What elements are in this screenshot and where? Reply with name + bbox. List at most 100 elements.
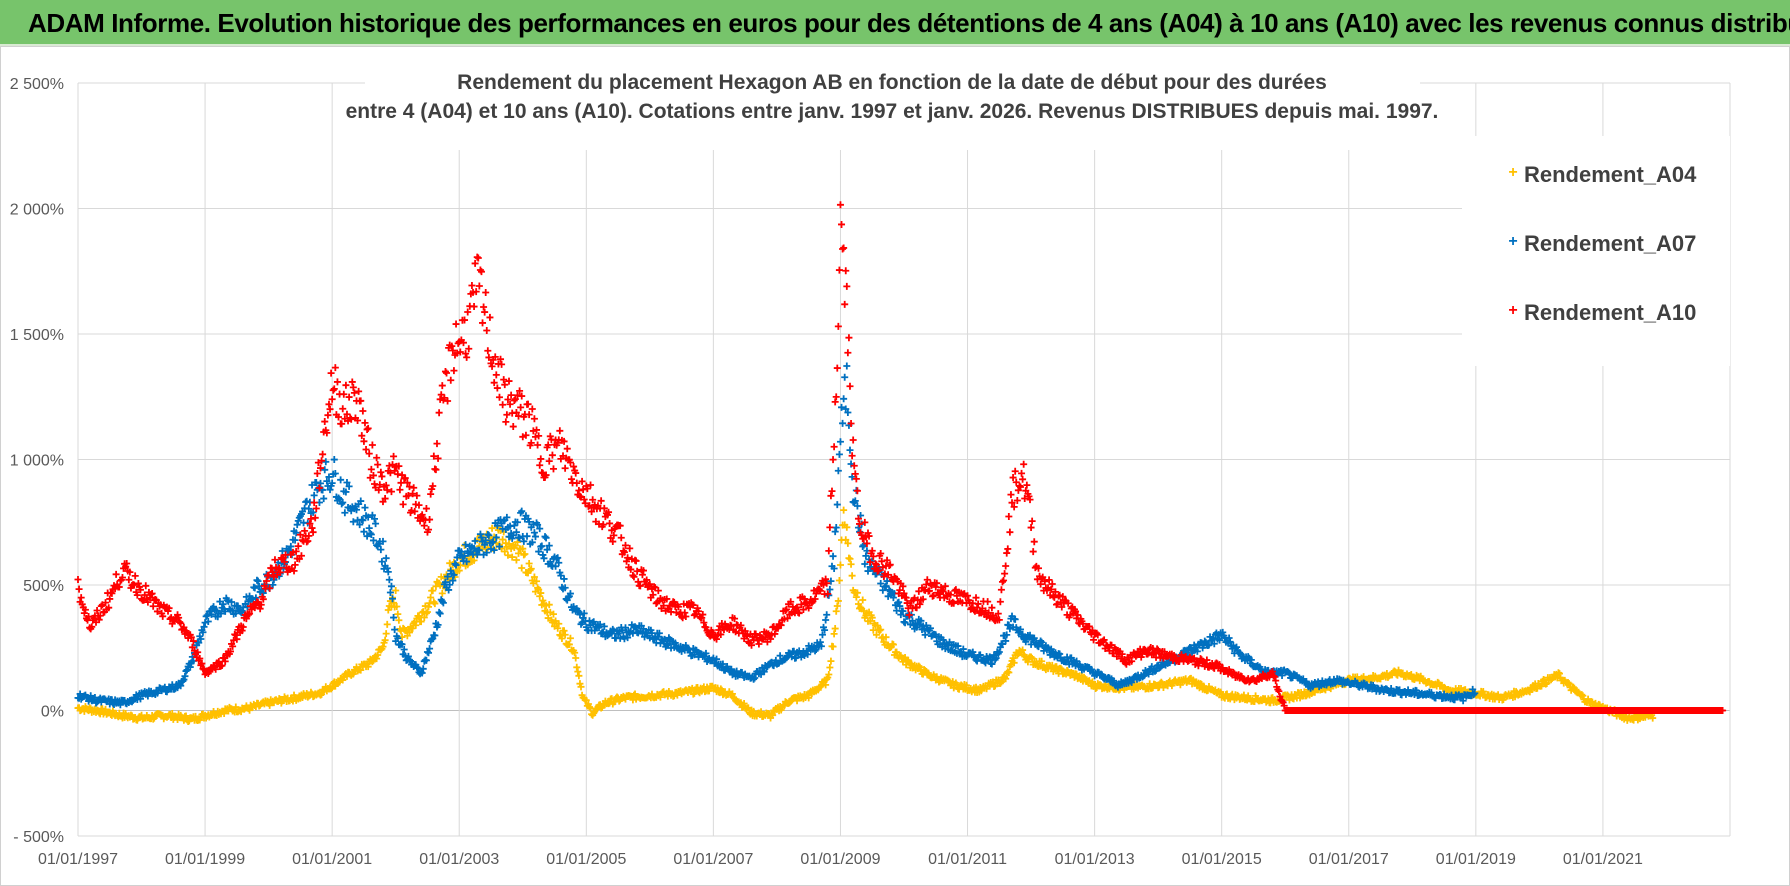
data-point <box>876 626 884 634</box>
data-point <box>549 465 557 473</box>
data-point <box>889 641 897 649</box>
x-tick-label: 01/01/2011 <box>928 851 1007 868</box>
data-point <box>436 610 444 618</box>
legend-marker-a04: + <box>1508 164 1517 181</box>
data-point <box>177 682 185 690</box>
data-point <box>849 436 857 444</box>
data-point <box>1018 469 1026 477</box>
data-point <box>182 712 190 720</box>
data-point <box>1005 668 1013 676</box>
x-tick-label: 01/01/2019 <box>1436 851 1516 868</box>
data-point <box>1002 675 1010 683</box>
data-point <box>537 589 545 597</box>
data-point <box>831 398 839 406</box>
data-point <box>832 607 840 615</box>
data-point <box>422 609 430 617</box>
data-point <box>116 701 124 709</box>
data-point <box>390 452 398 460</box>
chart-title-line-1: Rendement du placement Hexagon AB en fon… <box>457 71 1327 94</box>
data-point <box>367 465 375 473</box>
data-point <box>527 565 535 573</box>
data-point <box>149 715 157 723</box>
data-point <box>483 326 491 334</box>
data-point <box>309 528 317 536</box>
data-point <box>1007 491 1015 499</box>
data-point <box>390 599 398 607</box>
data-point <box>1006 528 1014 536</box>
data-point <box>853 589 861 597</box>
data-point <box>823 611 831 619</box>
data-point <box>1023 481 1031 489</box>
data-point <box>450 367 458 375</box>
data-point <box>1011 467 1019 475</box>
x-tick-label: 01/01/2015 <box>1182 851 1262 868</box>
data-point <box>825 671 833 679</box>
data-point <box>417 618 425 626</box>
data-point <box>488 524 496 532</box>
data-point <box>577 683 585 691</box>
data-point <box>1565 680 1573 688</box>
data-point <box>1027 524 1035 532</box>
data-point <box>74 575 82 583</box>
data-point <box>836 561 844 569</box>
data-point <box>997 586 1005 594</box>
data-point <box>826 664 834 672</box>
data-point <box>199 628 207 636</box>
data-point <box>566 634 574 642</box>
data-point <box>1360 673 1368 681</box>
y-axis-ticks: - 500% 0% 500% 1 000% 1 500% 2 000% 2 500% <box>10 76 64 846</box>
data-point <box>377 468 385 476</box>
data-point <box>998 578 1006 586</box>
data-point <box>495 393 503 401</box>
data-point <box>519 545 527 553</box>
data-point <box>842 536 850 544</box>
data-point <box>582 696 590 704</box>
data-point <box>349 518 357 526</box>
data-point <box>816 683 824 691</box>
data-point <box>484 347 492 355</box>
data-point <box>349 670 357 678</box>
data-point <box>492 371 500 379</box>
legend-label-a10: Rendement_A10 <box>1524 300 1696 325</box>
data-point <box>435 409 443 417</box>
data-point <box>324 411 332 419</box>
data-point <box>859 596 867 604</box>
data-point <box>825 547 833 555</box>
data-point <box>502 418 510 426</box>
data-point <box>256 605 264 613</box>
data-point <box>831 528 839 536</box>
legend-marker-a07: + <box>1508 233 1517 250</box>
data-point <box>75 585 83 593</box>
data-point <box>427 490 435 498</box>
data-point <box>805 694 813 702</box>
data-point <box>131 572 139 580</box>
x-tick-label: 01/01/1999 <box>165 851 245 868</box>
data-point <box>534 441 542 449</box>
data-point <box>381 636 389 644</box>
data-point <box>1005 512 1013 520</box>
data-point <box>740 699 748 707</box>
gridlines <box>77 82 1731 837</box>
data-point <box>365 524 373 532</box>
data-point <box>301 527 309 535</box>
data-point <box>379 643 387 651</box>
data-point <box>438 382 446 390</box>
report-title: ADAM Informe. Evolution historique des p… <box>28 8 1790 38</box>
data-point <box>565 640 573 648</box>
data-point <box>374 651 382 659</box>
data-point <box>518 564 526 572</box>
data-point <box>382 630 390 638</box>
data-point <box>1001 570 1009 578</box>
data-point <box>852 593 860 601</box>
data-point <box>368 658 376 666</box>
data-point <box>1578 691 1586 699</box>
data-point <box>429 587 437 595</box>
data-point <box>486 313 494 321</box>
data-point <box>480 303 488 311</box>
data-point <box>1499 696 1507 704</box>
data-point <box>349 383 357 391</box>
data-point <box>834 597 842 605</box>
data-point <box>1564 679 1572 687</box>
data-point <box>1010 659 1018 667</box>
data-point <box>361 504 369 512</box>
